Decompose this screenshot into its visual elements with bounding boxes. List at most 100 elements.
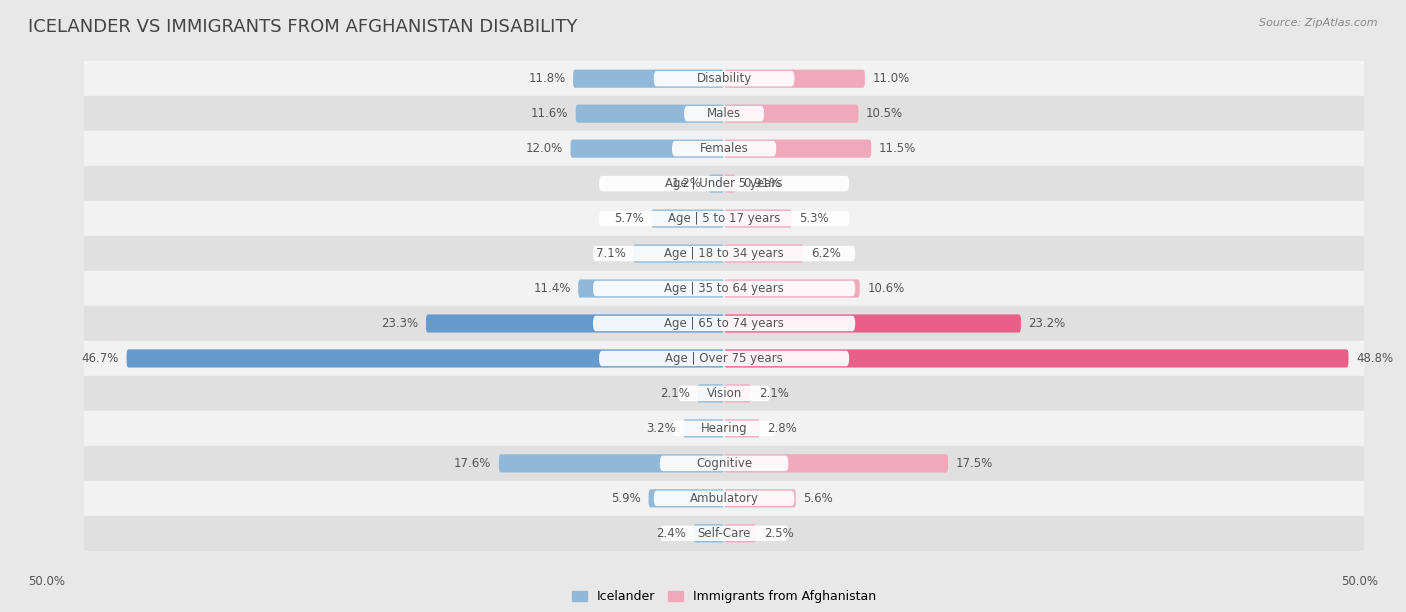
- Text: 2.1%: 2.1%: [759, 387, 789, 400]
- Bar: [84, 481, 1364, 516]
- FancyBboxPatch shape: [659, 456, 789, 471]
- Text: 50.0%: 50.0%: [1341, 575, 1378, 588]
- FancyBboxPatch shape: [724, 524, 756, 542]
- Text: 5.7%: 5.7%: [614, 212, 644, 225]
- Text: 5.3%: 5.3%: [800, 212, 830, 225]
- Text: 23.2%: 23.2%: [1029, 317, 1066, 330]
- FancyBboxPatch shape: [724, 140, 872, 158]
- FancyBboxPatch shape: [578, 280, 724, 297]
- Bar: [84, 341, 1364, 376]
- Text: 2.4%: 2.4%: [655, 527, 686, 540]
- Text: 3.2%: 3.2%: [645, 422, 675, 435]
- Text: 2.8%: 2.8%: [768, 422, 797, 435]
- FancyBboxPatch shape: [574, 70, 724, 88]
- Text: 2.1%: 2.1%: [659, 387, 689, 400]
- Bar: [84, 446, 1364, 481]
- Text: 11.6%: 11.6%: [530, 107, 568, 120]
- FancyBboxPatch shape: [724, 349, 1348, 368]
- Text: 17.5%: 17.5%: [956, 457, 993, 470]
- Text: Age | 5 to 17 years: Age | 5 to 17 years: [668, 212, 780, 225]
- Bar: [84, 516, 1364, 551]
- FancyBboxPatch shape: [654, 71, 794, 86]
- FancyBboxPatch shape: [593, 316, 855, 331]
- Text: 10.5%: 10.5%: [866, 107, 903, 120]
- Text: Self-Care: Self-Care: [697, 527, 751, 540]
- FancyBboxPatch shape: [724, 174, 735, 193]
- Text: 2.5%: 2.5%: [763, 527, 793, 540]
- Text: Cognitive: Cognitive: [696, 457, 752, 470]
- FancyBboxPatch shape: [709, 174, 724, 193]
- Bar: [84, 61, 1364, 96]
- Text: Vision: Vision: [706, 387, 742, 400]
- Text: 7.1%: 7.1%: [596, 247, 626, 260]
- FancyBboxPatch shape: [678, 386, 770, 401]
- Text: 50.0%: 50.0%: [28, 575, 65, 588]
- FancyBboxPatch shape: [599, 211, 849, 226]
- FancyBboxPatch shape: [724, 244, 803, 263]
- Bar: [84, 236, 1364, 271]
- Text: 48.8%: 48.8%: [1357, 352, 1393, 365]
- Bar: [84, 201, 1364, 236]
- FancyBboxPatch shape: [724, 489, 796, 507]
- Text: 10.6%: 10.6%: [868, 282, 904, 295]
- Text: 46.7%: 46.7%: [82, 352, 120, 365]
- Text: Disability: Disability: [696, 72, 752, 85]
- FancyBboxPatch shape: [685, 106, 763, 121]
- FancyBboxPatch shape: [654, 491, 794, 506]
- FancyBboxPatch shape: [724, 70, 865, 88]
- Bar: [84, 131, 1364, 166]
- FancyBboxPatch shape: [426, 315, 724, 332]
- FancyBboxPatch shape: [599, 176, 849, 192]
- Text: Ambulatory: Ambulatory: [689, 492, 759, 505]
- FancyBboxPatch shape: [724, 315, 1021, 332]
- Text: 0.91%: 0.91%: [744, 177, 780, 190]
- Text: 12.0%: 12.0%: [526, 142, 562, 155]
- FancyBboxPatch shape: [659, 526, 789, 541]
- FancyBboxPatch shape: [724, 419, 759, 438]
- Text: Age | 18 to 34 years: Age | 18 to 34 years: [664, 247, 785, 260]
- FancyBboxPatch shape: [499, 454, 724, 472]
- Legend: Icelander, Immigrants from Afghanistan: Icelander, Immigrants from Afghanistan: [567, 585, 882, 608]
- Text: 11.4%: 11.4%: [533, 282, 571, 295]
- Bar: [84, 411, 1364, 446]
- Text: 11.0%: 11.0%: [873, 72, 910, 85]
- Text: Females: Females: [700, 142, 748, 155]
- Bar: [84, 376, 1364, 411]
- Bar: [84, 271, 1364, 306]
- Text: 5.6%: 5.6%: [803, 492, 834, 505]
- FancyBboxPatch shape: [672, 420, 776, 436]
- Text: 6.2%: 6.2%: [811, 247, 841, 260]
- Text: Age | Over 75 years: Age | Over 75 years: [665, 352, 783, 365]
- Text: 23.3%: 23.3%: [381, 317, 419, 330]
- FancyBboxPatch shape: [593, 246, 855, 261]
- Text: 17.6%: 17.6%: [454, 457, 491, 470]
- Text: Hearing: Hearing: [700, 422, 748, 435]
- FancyBboxPatch shape: [697, 384, 724, 403]
- Text: 11.5%: 11.5%: [879, 142, 917, 155]
- FancyBboxPatch shape: [651, 209, 724, 228]
- FancyBboxPatch shape: [127, 349, 724, 368]
- FancyBboxPatch shape: [575, 105, 724, 123]
- Bar: [84, 306, 1364, 341]
- Text: 5.9%: 5.9%: [612, 492, 641, 505]
- FancyBboxPatch shape: [724, 280, 859, 297]
- Text: Males: Males: [707, 107, 741, 120]
- Bar: [84, 96, 1364, 131]
- FancyBboxPatch shape: [599, 351, 849, 366]
- FancyBboxPatch shape: [683, 419, 724, 438]
- Text: ICELANDER VS IMMIGRANTS FROM AFGHANISTAN DISABILITY: ICELANDER VS IMMIGRANTS FROM AFGHANISTAN…: [28, 18, 578, 36]
- FancyBboxPatch shape: [724, 209, 792, 228]
- FancyBboxPatch shape: [724, 454, 948, 472]
- FancyBboxPatch shape: [672, 141, 776, 156]
- FancyBboxPatch shape: [633, 244, 724, 263]
- Text: 1.2%: 1.2%: [671, 177, 702, 190]
- FancyBboxPatch shape: [648, 489, 724, 507]
- FancyBboxPatch shape: [571, 140, 724, 158]
- FancyBboxPatch shape: [724, 384, 751, 403]
- FancyBboxPatch shape: [693, 524, 724, 542]
- Bar: [84, 166, 1364, 201]
- Text: Age | Under 5 years: Age | Under 5 years: [665, 177, 783, 190]
- Text: 11.8%: 11.8%: [529, 72, 565, 85]
- Text: Age | 65 to 74 years: Age | 65 to 74 years: [664, 317, 785, 330]
- FancyBboxPatch shape: [724, 105, 859, 123]
